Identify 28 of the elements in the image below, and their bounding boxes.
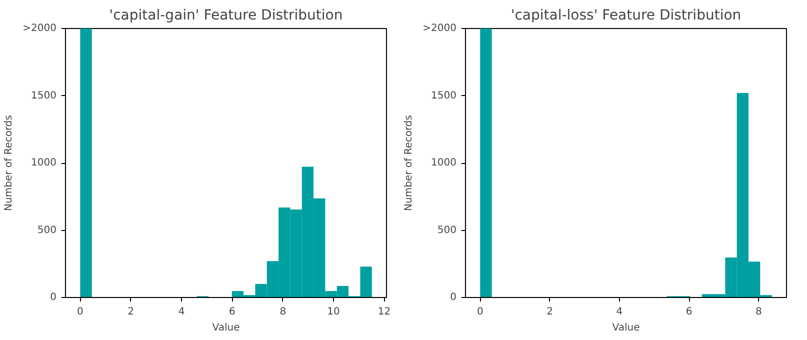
x-tick-label: 4	[616, 306, 623, 318]
x-tick-label: 0	[77, 306, 84, 318]
x-tick-label: 12	[378, 306, 391, 318]
x-tick-label: 6	[686, 306, 692, 318]
x-axis-title: Value	[212, 322, 240, 334]
x-tick-label: 8	[280, 306, 286, 318]
chart-title: 'capital-loss' Feature Distribution	[510, 8, 742, 24]
x-tick-label: 2	[128, 306, 134, 318]
y-tick-label: 0	[450, 292, 457, 303]
y-tick-label: 1500	[431, 90, 457, 102]
y-tick-label: 1500	[31, 90, 57, 102]
y-tick-label: >2000	[422, 23, 456, 34]
y-axis-title: Number of Records	[4, 115, 15, 211]
x-tick-label: 4	[178, 306, 185, 318]
y-tick-label: 500	[437, 224, 457, 236]
y-axis-title: Number of Records	[404, 115, 415, 211]
y-tick-label: 500	[37, 224, 57, 236]
x-tick-label: 2	[546, 306, 553, 318]
y-tick-label: 1000	[431, 158, 457, 168]
x-tick-label: 0	[476, 306, 484, 318]
y-tick-label: >2000	[22, 23, 56, 34]
y-tick-label: 0	[50, 292, 57, 303]
x-tick-label: 6	[229, 306, 236, 318]
y-tick-label: 1000	[31, 158, 57, 168]
chart-title: 'capital-gain' Feature Distribution	[109, 8, 343, 24]
x-axis-title: Value	[612, 322, 640, 334]
x-tick-label: 8	[755, 306, 762, 318]
x-tick-label: 10	[327, 306, 340, 318]
